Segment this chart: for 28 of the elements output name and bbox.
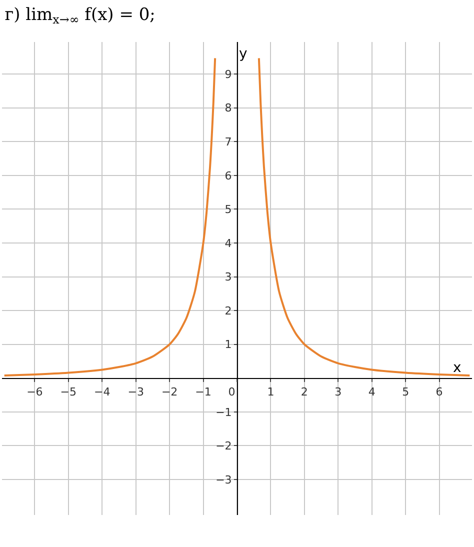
y-tick-label: 3 xyxy=(224,270,232,284)
y-axis-title: y xyxy=(239,46,248,62)
x-tick-label: 6 xyxy=(436,385,443,398)
x-axis-title: x xyxy=(453,360,462,376)
y-tick-label: 4 xyxy=(224,236,232,250)
y-tick-label: −3 xyxy=(216,473,232,486)
y-tick-label: 1 xyxy=(224,338,232,352)
y-tick-label: 2 xyxy=(224,304,232,318)
y-tick-label: 5 xyxy=(224,203,232,216)
y-tick-label: 7 xyxy=(224,136,232,149)
x-tick-label: −4 xyxy=(94,385,110,398)
y-tick-label: 9 xyxy=(224,68,232,81)
x-tick-label: 0 xyxy=(228,385,246,398)
x-tick-label: 2 xyxy=(300,385,308,398)
x-tick-label: −3 xyxy=(128,385,144,398)
x-tick-label: −6 xyxy=(26,385,43,398)
chart-title: г) lim$_{x→∞}$ f(x) = 0; xyxy=(4,5,156,27)
x-tick-label: −5 xyxy=(60,385,77,398)
x-tick-label: 3 xyxy=(334,385,342,398)
y-tick-label: 8 xyxy=(224,102,232,115)
y-tick-label: −2 xyxy=(216,440,232,453)
x-tick-label: 4 xyxy=(368,385,376,398)
x-tick-label: −1 xyxy=(195,385,212,398)
y-tick-label: −1 xyxy=(216,406,232,419)
x-tick-label: −2 xyxy=(161,385,178,398)
x-tick-label: 5 xyxy=(402,385,410,398)
y-tick-label: 6 xyxy=(224,169,232,182)
x-tick-label: 1 xyxy=(267,385,274,398)
